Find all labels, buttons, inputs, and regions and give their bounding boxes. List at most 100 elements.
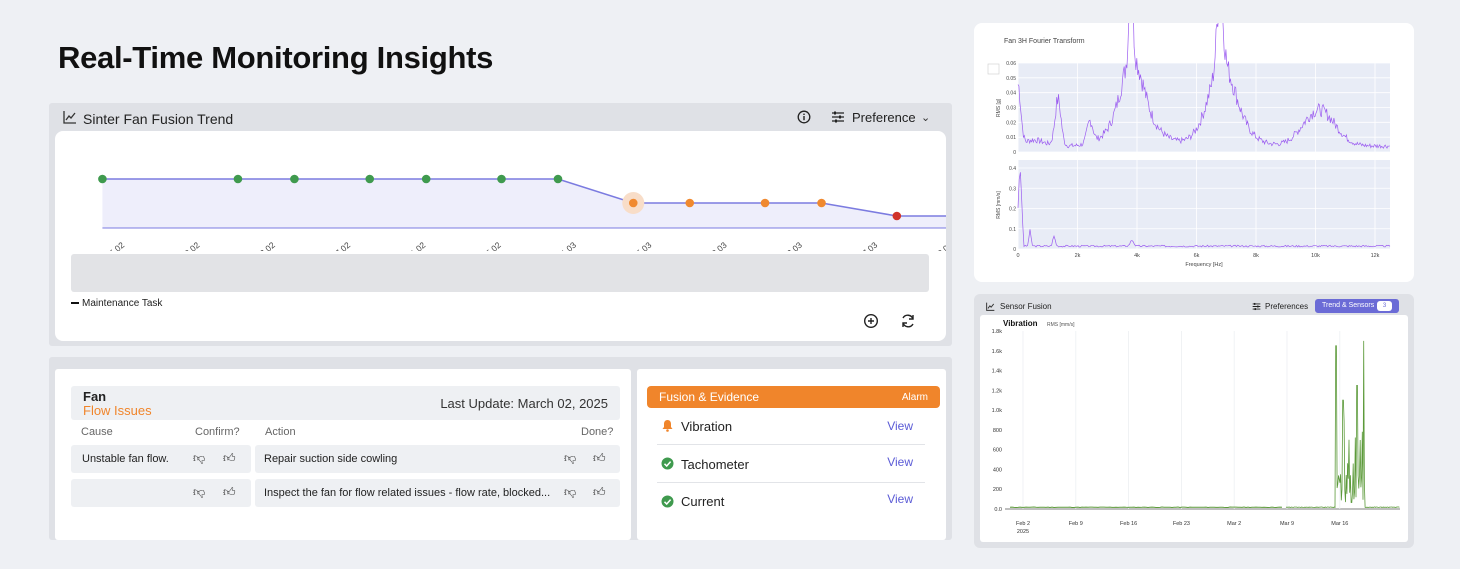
- refresh-icon[interactable]: [900, 313, 916, 329]
- y-tick-label: 1.0k: [992, 408, 1003, 414]
- trend-point: [365, 174, 375, 184]
- status-badge: Alarm: [901, 392, 928, 403]
- thumb-down-icon[interactable]: 👎︎: [193, 451, 206, 465]
- fft-y-tick: 0.2: [1009, 207, 1016, 213]
- last-update: Last Update: March 02, 2025: [440, 396, 608, 411]
- fft-y-tick: 0.3: [1009, 186, 1016, 192]
- trend-point: [497, 174, 506, 184]
- bell-icon: [662, 420, 673, 432]
- trend-chart: 05.02 09.02 13.02 17.02 21.02 25.02 01.03 05.03…: [98, 174, 946, 251]
- cause-text: Unstable fan flow.: [82, 453, 169, 465]
- thumb-down-icon[interactable]: 👎︎: [193, 485, 206, 499]
- sliders-icon[interactable]: [1252, 302, 1261, 311]
- column-header-action: Action: [265, 426, 296, 438]
- preferences-button[interactable]: Preferences: [1265, 302, 1309, 311]
- fft-y-tick: 0.01: [1006, 135, 1016, 141]
- fft-bottom-plot: [1018, 160, 1390, 249]
- trend-point: [553, 174, 563, 184]
- sensor-chart-card: Vibration RMS [mm/s] 1.8k 1.6k 1.4k 1.2k 1.0k 8…: [980, 315, 1408, 542]
- thumb-up-icon[interactable]: 👍︎: [223, 485, 236, 499]
- fourier-transform-panel: Fan 3H Fourier Transform 0 2k 4k 6k 8k 10k 12k…: [974, 23, 1414, 282]
- y-tick-label: 600: [993, 448, 1002, 454]
- column-header-confirm: Confirm?: [195, 426, 240, 438]
- x-tick-label: 25.02: [480, 240, 503, 251]
- evidence-row-tachometer: Tachometer View: [657, 445, 925, 483]
- y-tick-label: 1.2k: [992, 388, 1003, 394]
- fft-y-tick: 0.05: [1006, 76, 1016, 82]
- x-tick-label: 13.02: [254, 240, 277, 251]
- maintenance-task-band: [71, 254, 929, 292]
- series-label: Vibration: [1003, 319, 1038, 328]
- trend-area: [102, 179, 946, 228]
- vibration-series: [1009, 506, 1283, 509]
- legend-dash: [71, 302, 79, 305]
- diagnosis-panel: Fan Flow Issues Last Update: March 02, 2…: [49, 357, 952, 540]
- sensor-fusion-title: Sensor Fusion: [1000, 302, 1052, 311]
- fft-y-tick: 0.4: [1009, 166, 1016, 172]
- evidence-label: Vibration: [681, 419, 733, 434]
- action-text: Inspect the fan for flow related issues …: [264, 487, 551, 499]
- column-header-done: Done?: [581, 426, 614, 438]
- y-tick-label: 1.6k: [992, 349, 1003, 355]
- fft-x-tick: 4k: [1134, 253, 1140, 259]
- x-tick-label: Feb 9: [1069, 521, 1083, 527]
- fusion-trend-panel: Sinter Fan Fusion Trend Preference ⌄ 05.…: [49, 103, 952, 346]
- trend-point: [628, 198, 638, 208]
- fft-top-y-label: RMS [g]: [996, 98, 1002, 117]
- thumb-down-icon[interactable]: 👎︎: [564, 485, 577, 499]
- fft-chart: 0 2k 4k 6k 8k 10k 12k Frequency [Hz] 0.06 0.05 0.0…: [987, 23, 1391, 268]
- preference-dropdown[interactable]: Preference: [852, 110, 916, 125]
- x-tick-label: 17.03: [857, 240, 880, 251]
- thumb-up-icon[interactable]: 👍︎: [223, 451, 236, 465]
- x-tick-label: 01.03: [555, 240, 578, 251]
- fusion-evidence-card: Fusion & Evidence Alarm Vibration View T…: [637, 369, 946, 540]
- view-link[interactable]: View: [887, 492, 913, 506]
- asset-name: Fan: [83, 389, 107, 404]
- page-title: Real-Time Monitoring Insights: [58, 40, 494, 75]
- sensor-count-badge: 3: [1377, 301, 1392, 311]
- table-row: Inspect the fan for flow related issues …: [255, 479, 620, 507]
- view-link[interactable]: View: [887, 455, 913, 469]
- thumb-up-icon[interactable]: 👍︎: [593, 451, 606, 465]
- trend-title: Sinter Fan Fusion Trend: [83, 111, 234, 127]
- view-link[interactable]: View: [887, 419, 913, 433]
- x-tick-label: Feb 16: [1120, 521, 1137, 527]
- fft-x-tick: 10k: [1311, 253, 1320, 259]
- evidence-label: Current: [681, 494, 725, 509]
- trend-point: [685, 198, 695, 208]
- table-row: Unstable fan flow. 👎︎ 👍︎: [71, 445, 251, 473]
- fan-issue-header: Fan Flow Issues Last Update: March 02, 2…: [71, 386, 620, 420]
- fft-y-tick: 0: [1013, 247, 1016, 253]
- x-tick-label: Mar 2: [1227, 521, 1241, 527]
- fft-y-tick: 0.04: [1006, 91, 1016, 97]
- fft-y-tick: 0.1: [1009, 227, 1016, 233]
- fft-title: Fan 3H Fourier Transform: [1004, 38, 1085, 45]
- fusion-header: Fusion & Evidence Alarm: [647, 386, 940, 408]
- fft-y-tick: 0.02: [1006, 120, 1016, 126]
- sliders-icon[interactable]: [831, 110, 845, 124]
- fft-x-tick: 0: [1016, 253, 1019, 259]
- trend-chart-card: 05.02 09.02 13.02 17.02 21.02 25.02 01.03 05.03…: [55, 131, 946, 341]
- fft-bottom-series: [1017, 172, 1391, 248]
- trend-sensors-label: Trend & Sensors: [1322, 302, 1375, 309]
- chevron-down-icon[interactable]: ⌄: [921, 112, 931, 124]
- column-header-cause: Cause: [81, 426, 113, 438]
- evidence-row-vibration: Vibration View: [657, 409, 925, 445]
- evidence-label: Tachometer: [681, 457, 749, 472]
- vibration-series: [1285, 340, 1400, 509]
- x-tick-label: 13.03: [781, 240, 804, 251]
- trend-point: [290, 174, 299, 184]
- trend-sensors-button[interactable]: Trend & Sensors 3: [1315, 299, 1399, 313]
- fft-x-tick: 6k: [1194, 253, 1200, 259]
- fusion-title: Fusion & Evidence: [659, 390, 760, 404]
- trend-point: [760, 198, 770, 208]
- info-icon[interactable]: [797, 110, 811, 124]
- trend-point: [98, 174, 107, 184]
- thumb-down-icon[interactable]: 👎︎: [564, 451, 577, 465]
- y-tick-label: 1.8k: [992, 329, 1003, 335]
- fft-x-tick: 12k: [1371, 253, 1380, 259]
- zoom-in-icon[interactable]: [863, 313, 879, 329]
- line-chart-icon: [63, 111, 76, 124]
- x-tick-label: 09.02: [179, 240, 202, 251]
- thumb-up-icon[interactable]: 👍︎: [593, 485, 606, 499]
